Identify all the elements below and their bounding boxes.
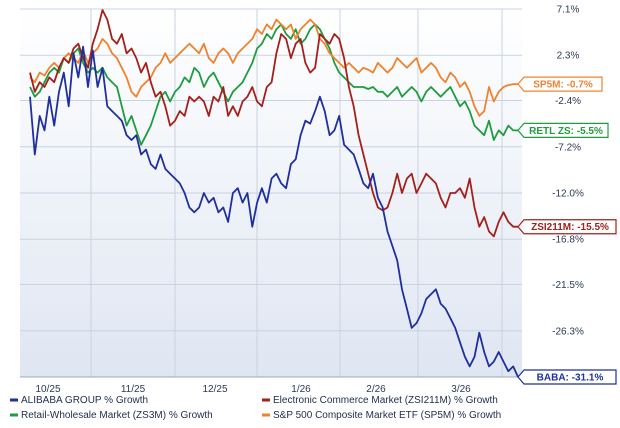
end-label-box [517,76,603,92]
end-label-text: RETL ZS: -5.5% [529,126,603,137]
series-lines [29,9,519,378]
gridlines [20,8,522,378]
x-tick-label: 3/26 [451,384,471,395]
series-line-0 [29,45,519,378]
legend-label: Electronic Commerce Market (ZSI211M) % G… [273,395,498,406]
x-tick-label: 2/26 [366,384,386,395]
y-tick-label: -16.8% [552,235,584,246]
end-label-text: ZSI211M: -15.5% [531,222,609,233]
legend-label: S&P 500 Composite Market ETF (SP5M) % Gr… [273,410,501,421]
end-label-text: BABA: -31.1% [537,373,604,384]
end-label-text: SP5M: -0.7% [533,80,593,91]
series-line-2 [29,23,518,146]
series-line-1 [29,9,518,238]
end-labels: BABA: -31.1% ZSI211M: -15.5% RETL ZS: -5.5… [517,76,617,385]
x-tick-label: 11/25 [121,384,146,395]
series-line-3 [29,18,518,117]
y-tick-label: -2.4% [555,96,581,107]
y-tick-label: 7.1% [557,5,580,16]
legend-label: ALIBABA GROUP % Growth [21,395,148,406]
y-tick-label: -21.5% [552,280,584,291]
end-label-box [517,369,617,385]
x-tick-label: 1/26 [291,384,311,395]
y-axis: 7.1% 2.3% -2.4% -7.2% -12.0% -16.8% -21.5% -26.… [552,5,584,384]
x-tick-label: 12/25 [202,384,227,395]
x-axis: 10/25 11/25 12/25 1/26 2/26 3/26 [35,384,471,395]
end-label-box [517,122,609,138]
legend-label: Retail-Wholesale Market (ZS3M) % Growth [21,410,213,421]
y-tick-label: -26.3% [552,326,584,337]
legend: ALIBABA GROUP % Growth Electronic Commerc… [10,395,501,421]
y-tick-label: -7.2% [555,142,581,153]
y-tick-label: -12.0% [552,189,584,200]
x-tick-label: 10/25 [35,384,60,395]
end-label-box [517,219,617,235]
y-tick-label: 2.3% [557,51,580,62]
